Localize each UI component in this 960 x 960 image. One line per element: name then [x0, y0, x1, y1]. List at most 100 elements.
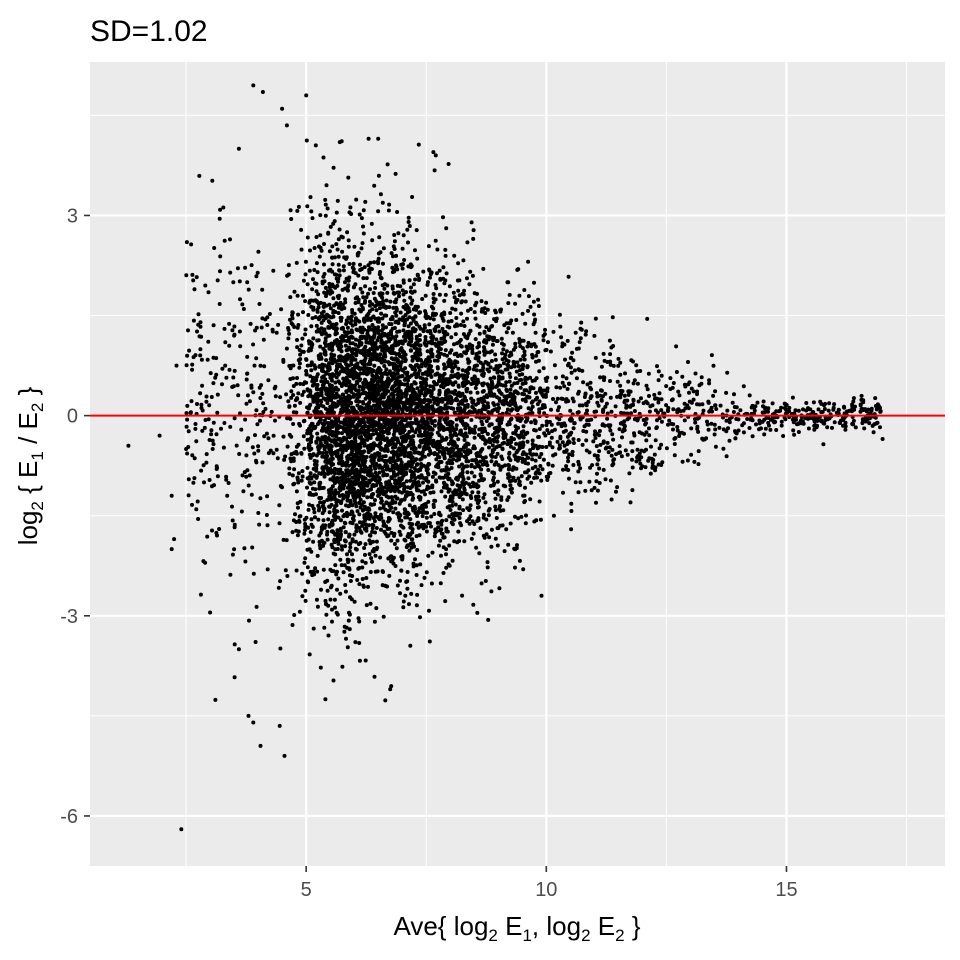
data-point	[525, 455, 530, 460]
data-point	[476, 500, 480, 505]
data-point	[232, 368, 237, 373]
data-point	[543, 327, 547, 332]
data-point	[482, 329, 487, 334]
data-point	[395, 283, 400, 288]
data-point	[221, 205, 226, 210]
data-point	[701, 408, 706, 413]
data-point	[503, 484, 508, 489]
data-point	[460, 419, 465, 424]
data-point	[232, 416, 237, 421]
data-point	[534, 376, 539, 381]
data-point	[717, 425, 722, 430]
data-point	[417, 506, 422, 511]
data-point	[410, 530, 415, 535]
data-point	[327, 504, 332, 509]
data-point	[588, 380, 593, 385]
data-point	[287, 466, 292, 471]
data-point	[444, 397, 449, 402]
data-point	[675, 408, 680, 413]
data-point	[345, 230, 350, 235]
data-point	[405, 370, 410, 375]
data-point	[482, 352, 487, 357]
data-point	[315, 382, 320, 387]
data-point	[371, 516, 376, 521]
data-point	[836, 408, 841, 412]
data-point	[332, 303, 337, 308]
data-point	[335, 198, 340, 203]
data-point	[272, 386, 277, 391]
data-point	[414, 337, 419, 341]
data-point	[506, 359, 511, 364]
data-point	[481, 495, 486, 500]
data-point	[687, 390, 691, 395]
data-point	[344, 636, 348, 641]
data-point	[403, 332, 408, 336]
data-point	[250, 545, 255, 550]
data-point	[462, 454, 467, 459]
data-point	[370, 559, 374, 564]
data-point	[377, 463, 382, 468]
data-point	[414, 421, 419, 426]
data-point	[185, 403, 190, 408]
data-point	[333, 605, 337, 610]
data-point	[357, 512, 362, 517]
data-point	[438, 581, 443, 586]
data-point	[343, 300, 348, 305]
data-point	[573, 480, 578, 485]
data-point	[618, 395, 623, 400]
data-point	[475, 464, 480, 468]
data-point	[607, 338, 612, 343]
data-point	[389, 322, 394, 327]
data-point	[495, 526, 500, 531]
data-point	[470, 410, 475, 415]
data-point	[376, 173, 381, 178]
data-point	[191, 318, 196, 323]
data-point	[305, 235, 310, 240]
data-point	[569, 509, 574, 513]
data-point	[389, 488, 394, 492]
data-point	[791, 428, 796, 433]
data-point	[564, 464, 569, 469]
data-point	[354, 337, 358, 342]
data-point	[401, 355, 406, 360]
data-point	[354, 197, 359, 202]
data-point	[604, 401, 609, 406]
data-point	[324, 183, 329, 188]
data-point	[330, 269, 335, 274]
data-point	[644, 421, 648, 426]
data-point	[195, 499, 200, 504]
data-point	[677, 434, 682, 438]
data-point	[460, 480, 465, 485]
data-point	[439, 519, 444, 524]
data-point	[483, 311, 488, 315]
data-point	[333, 563, 338, 568]
data-point	[530, 438, 535, 443]
data-point	[428, 439, 433, 444]
data-point	[521, 567, 526, 572]
data-point	[319, 587, 323, 592]
data-point	[423, 492, 427, 497]
data-point	[441, 215, 445, 220]
data-point	[659, 419, 664, 424]
data-point	[507, 450, 512, 455]
data-point	[364, 352, 369, 357]
data-point	[577, 403, 582, 408]
data-point	[349, 400, 353, 405]
data-point	[495, 479, 500, 484]
data-point	[592, 453, 597, 458]
data-point	[344, 348, 349, 353]
data-point	[277, 503, 282, 508]
data-point	[389, 505, 394, 510]
data-point	[314, 385, 319, 390]
data-point	[329, 439, 334, 444]
data-point	[647, 433, 652, 438]
data-point	[343, 297, 348, 302]
data-point	[506, 280, 511, 285]
data-point	[711, 393, 716, 398]
data-point	[528, 497, 533, 502]
data-point	[513, 454, 517, 459]
data-point	[368, 601, 373, 606]
data-point	[582, 395, 587, 399]
data-point	[353, 439, 358, 444]
data-point	[300, 571, 305, 576]
